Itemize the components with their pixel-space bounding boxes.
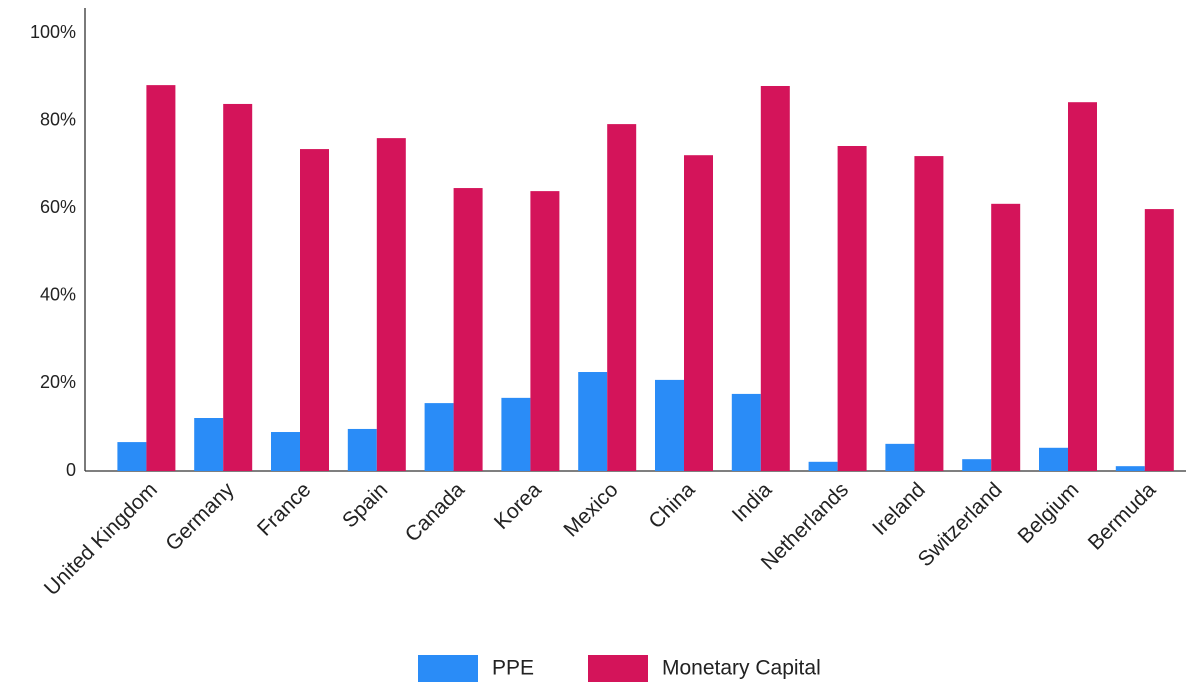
- bar: [991, 203, 1021, 471]
- x-tick-label: India: [728, 478, 777, 527]
- bar: [146, 85, 176, 471]
- bar: [607, 124, 637, 471]
- x-tick-label: Spain: [338, 478, 392, 532]
- x-tick-label: Canada: [401, 478, 470, 547]
- x-tick-label: France: [253, 478, 315, 540]
- x-tick-label: Mexico: [559, 478, 622, 541]
- y-tick-label: 60%: [40, 197, 76, 217]
- bar: [424, 403, 454, 471]
- bar: [684, 155, 713, 471]
- bar: [300, 149, 329, 471]
- x-tick-label: Switzerland: [914, 478, 1007, 571]
- bar: [1115, 466, 1145, 471]
- bar: [347, 428, 377, 471]
- x-tick-label: China: [644, 478, 699, 533]
- bar: [223, 103, 253, 472]
- legend-label: PPE: [492, 657, 534, 680]
- legend-swatch: [588, 655, 648, 682]
- bar: [501, 397, 531, 471]
- bar: [655, 379, 684, 471]
- bar: [578, 372, 608, 471]
- y-tick-label: 80%: [40, 109, 76, 129]
- bar: [914, 156, 944, 471]
- bar: [271, 432, 300, 471]
- bar: [731, 393, 761, 471]
- y-tick-label: 20%: [40, 372, 76, 392]
- bar: [1039, 447, 1068, 471]
- bar: [530, 191, 560, 472]
- x-tick-label: Bermuda: [1084, 478, 1161, 555]
- bar: [837, 146, 867, 471]
- bar: [453, 188, 483, 471]
- y-tick-label: 0: [66, 460, 76, 480]
- bar: [194, 418, 224, 471]
- x-tick-label: Ireland: [868, 478, 930, 540]
- x-tick-label: Germany: [161, 478, 239, 556]
- x-tick-label: Korea: [490, 478, 546, 534]
- y-tick-label: 100%: [30, 22, 76, 42]
- legend-label: Monetary Capital: [662, 657, 821, 680]
- legend-swatch: [418, 655, 478, 682]
- bar: [1068, 102, 1097, 471]
- bar: [117, 442, 147, 471]
- x-tick-label: United Kingdom: [40, 478, 162, 600]
- bar: [885, 443, 915, 471]
- bar: [760, 85, 790, 472]
- bar: [1144, 209, 1174, 472]
- bar: [808, 461, 838, 471]
- x-tick-label: Belgium: [1014, 478, 1084, 548]
- y-tick-label: 40%: [40, 285, 76, 305]
- bar: [376, 138, 406, 471]
- bar: [962, 459, 992, 471]
